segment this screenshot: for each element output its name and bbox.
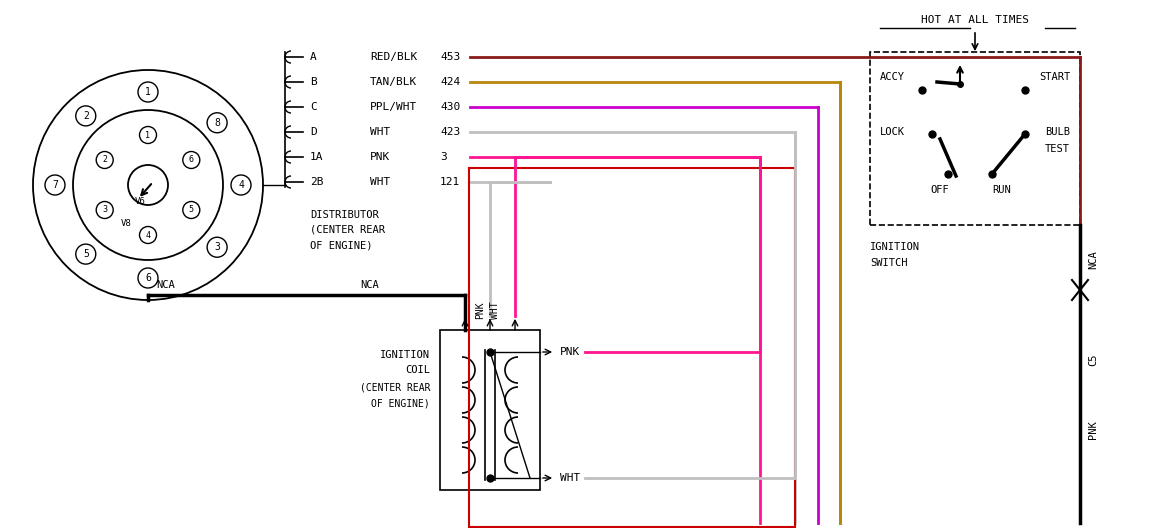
Text: RED/BLK: RED/BLK	[370, 52, 417, 62]
Text: NCA: NCA	[1088, 251, 1098, 269]
Text: 121: 121	[440, 177, 460, 187]
Text: 5: 5	[189, 205, 194, 214]
Text: C: C	[310, 102, 317, 112]
Text: 2: 2	[102, 156, 107, 165]
Text: TEST: TEST	[1045, 144, 1070, 154]
Text: C5: C5	[1088, 354, 1098, 366]
Text: 430: 430	[440, 102, 460, 112]
Text: LOCK: LOCK	[880, 127, 905, 137]
Text: D: D	[310, 127, 317, 137]
Text: 6: 6	[146, 273, 151, 283]
Text: OF ENGINE): OF ENGINE)	[371, 398, 430, 408]
Text: IGNITION: IGNITION	[380, 350, 430, 360]
Text: HOT AT ALL TIMES: HOT AT ALL TIMES	[920, 15, 1028, 25]
Text: NCA: NCA	[360, 280, 379, 290]
Text: 4: 4	[238, 180, 244, 190]
Bar	[440, 330, 540, 490]
Text: 2B: 2B	[310, 177, 324, 187]
Text: SWITCH: SWITCH	[870, 258, 908, 268]
Text: A: A	[310, 52, 317, 62]
Text: OFF: OFF	[931, 185, 950, 195]
Text: COIL: COIL	[405, 365, 430, 375]
Text: WHT: WHT	[370, 127, 390, 137]
Bar	[870, 52, 1080, 225]
Text: 1A: 1A	[310, 152, 324, 162]
Text: 453: 453	[440, 52, 460, 62]
Text: 4: 4	[146, 231, 150, 240]
Text: IGNITION: IGNITION	[870, 242, 920, 252]
Text: 5: 5	[83, 249, 89, 259]
Text: 2: 2	[83, 111, 89, 121]
Text: START: START	[1039, 72, 1070, 82]
Text: PNK: PNK	[475, 301, 485, 319]
Text: TAN/BLK: TAN/BLK	[370, 77, 417, 87]
Text: RUN: RUN	[993, 185, 1011, 195]
Text: 423: 423	[440, 127, 460, 137]
Text: BULB: BULB	[1045, 127, 1070, 137]
Text: ACCY: ACCY	[880, 72, 905, 82]
Text: (CENTER REAR: (CENTER REAR	[359, 383, 430, 393]
Text: 1: 1	[146, 130, 150, 139]
Text: 6: 6	[189, 156, 194, 165]
Text: 3: 3	[440, 152, 447, 162]
Text: PNK: PNK	[1088, 421, 1098, 439]
Text: DISTRIBUTOR: DISTRIBUTOR	[310, 210, 379, 220]
Text: PNK: PNK	[560, 347, 580, 357]
Text: WHT: WHT	[560, 473, 580, 483]
Text: PNK: PNK	[370, 152, 390, 162]
Text: V6: V6	[135, 196, 146, 205]
Text: PPL/WHT: PPL/WHT	[370, 102, 417, 112]
Text: B: B	[310, 77, 317, 87]
Text: WHT: WHT	[490, 301, 500, 319]
Text: 3: 3	[214, 242, 220, 252]
Text: 3: 3	[102, 205, 107, 214]
Text: NCA: NCA	[156, 280, 175, 290]
Text: 8: 8	[214, 118, 220, 128]
Text: OF ENGINE): OF ENGINE)	[310, 240, 372, 250]
Text: 1: 1	[146, 87, 151, 97]
Text: 424: 424	[440, 77, 460, 87]
Text: V8: V8	[121, 219, 131, 228]
Text: WHT: WHT	[370, 177, 390, 187]
Text: (CENTER REAR: (CENTER REAR	[310, 225, 385, 235]
Text: 7: 7	[52, 180, 58, 190]
